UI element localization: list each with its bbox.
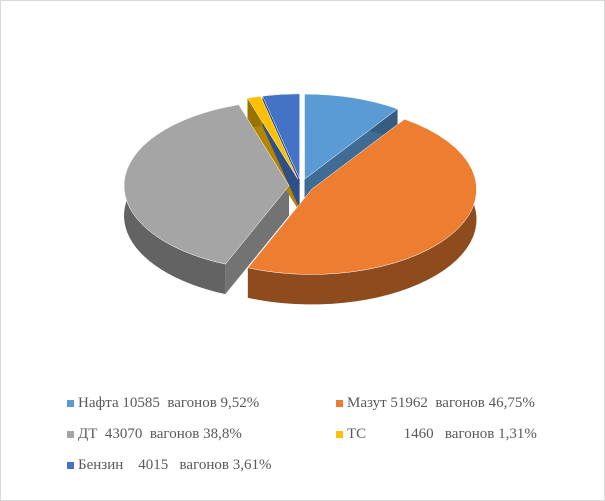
legend-label: Мазут 51962 вагонов 46,75%: [347, 395, 535, 411]
slice-side-face: [225, 185, 290, 295]
legend-swatch: [67, 431, 74, 438]
legend-label: ТС 1460 вагонов 1,31%: [347, 426, 537, 442]
slice-wall: [247, 119, 477, 305]
legend-item-benzin: Бензин 4015 вагонов 3,61%: [67, 457, 271, 474]
legend-label: Нафта 10585 вагонов 9,52%: [78, 395, 260, 411]
legend-item-mazut: Мазут 51962 вагонов 46,75%: [336, 395, 535, 412]
legend-item-dt: ДТ 43070 вагонов 38,8%: [67, 426, 242, 443]
legend-label: Бензин 4015 вагонов 3,61%: [78, 457, 272, 473]
pie-slice-0: [304, 93, 399, 180]
legend-swatch: [67, 462, 74, 469]
legend-item-ts: ТС 1460 вагонов 1,31%: [336, 426, 537, 443]
legend-swatch: [336, 431, 343, 438]
pie-slice-3: [247, 95, 299, 180]
legend-label: ДТ 43070 вагонов 38,8%: [78, 426, 242, 442]
legend-swatch: [67, 400, 74, 407]
legend-swatch: [336, 400, 343, 407]
legend-item-nafta: Нафта 10585 вагонов 9,52%: [67, 395, 259, 412]
pie-slice-2: [123, 104, 290, 265]
pie-chart: [123, 93, 477, 305]
pie-slice-4: [262, 93, 300, 179]
pie-slice-1: [247, 118, 477, 275]
